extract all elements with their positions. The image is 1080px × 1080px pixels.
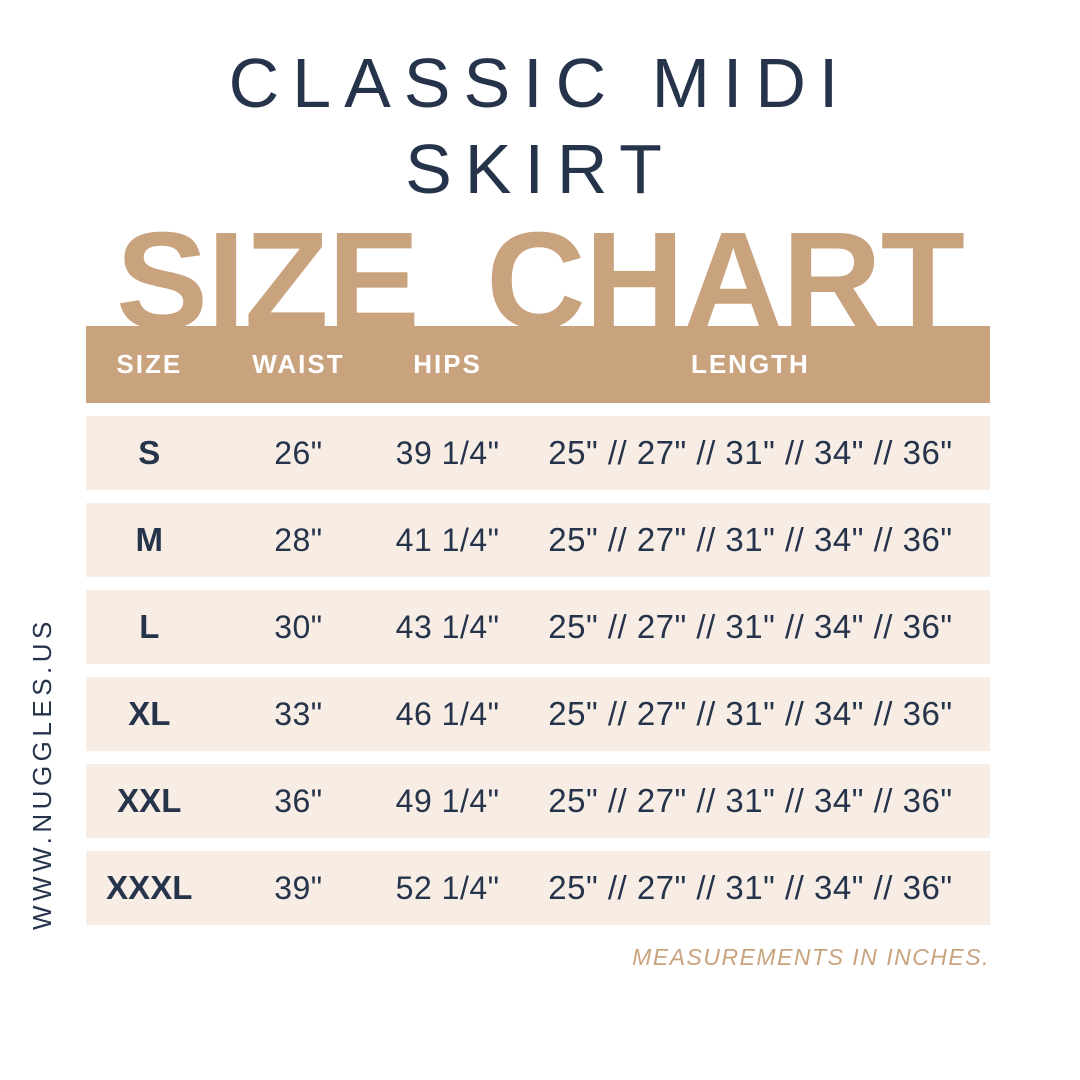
waist-value: 26" <box>274 434 323 471</box>
table-row: XXL 36" 49 1/4" 25" // 27" // 31" // 34"… <box>86 764 990 838</box>
column-header-waist: WAIST <box>252 349 345 379</box>
length-value: 25" // 27" // 31" // 34" // 36" <box>548 782 953 819</box>
length-value: 25" // 27" // 31" // 34" // 36" <box>548 608 953 645</box>
table-row: L 30" 43 1/4" 25" // 27" // 31" // 34" /… <box>86 590 990 664</box>
length-value: 25" // 27" // 31" // 34" // 36" <box>548 695 953 732</box>
size-chart-table: SIZE WAIST HIPS LENGTH S 26" 39 1/4" 25"… <box>86 326 990 925</box>
website-url-text: WWW.NUGGLES.US <box>27 617 57 930</box>
table-header-row: SIZE WAIST HIPS LENGTH <box>86 326 990 403</box>
waist-value: 36" <box>274 782 323 819</box>
waist-value: 39" <box>274 869 323 906</box>
product-title: CLASSIC MIDI SKIRT <box>0 40 1080 212</box>
table-row: S 26" 39 1/4" 25" // 27" // 31" // 34" /… <box>86 416 990 490</box>
length-value: 25" // 27" // 31" // 34" // 36" <box>548 869 953 906</box>
table-row: M 28" 41 1/4" 25" // 27" // 31" // 34" /… <box>86 503 990 577</box>
column-header-length: LENGTH <box>690 349 810 379</box>
hips-value: 43 1/4" <box>395 608 500 645</box>
product-title-line1: CLASSIC MIDI <box>228 44 852 122</box>
size-value: L <box>139 608 160 645</box>
waist-value: 28" <box>274 521 323 558</box>
length-value: 25" // 27" // 31" // 34" // 36" <box>548 434 953 471</box>
waist-value: 33" <box>274 695 323 732</box>
hips-value: 39 1/4" <box>395 434 500 471</box>
size-value: XXXL <box>106 869 193 906</box>
waist-value: 30" <box>274 608 323 645</box>
size-value: XXL <box>117 782 182 819</box>
product-title-line2: SKIRT <box>405 130 675 208</box>
hips-value: 49 1/4" <box>395 782 500 819</box>
size-value: M <box>135 521 164 558</box>
hips-value: 41 1/4" <box>395 521 500 558</box>
measurements-note: MEASUREMENTS IN INCHES. <box>632 944 990 970</box>
column-header-size: SIZE <box>116 349 183 379</box>
size-value: S <box>138 434 161 471</box>
table-row: XXXL 39" 52 1/4" 25" // 27" // 31" // 34… <box>86 851 990 925</box>
length-value: 25" // 27" // 31" // 34" // 36" <box>548 521 953 558</box>
hips-value: 52 1/4" <box>395 869 500 906</box>
table-row: XL 33" 46 1/4" 25" // 27" // 31" // 34" … <box>86 677 990 751</box>
size-value: XL <box>128 695 171 732</box>
website-url-vertical: WWW.NUGGLES.US <box>16 617 68 930</box>
hips-value: 46 1/4" <box>395 695 500 732</box>
column-header-hips: HIPS <box>413 349 482 379</box>
